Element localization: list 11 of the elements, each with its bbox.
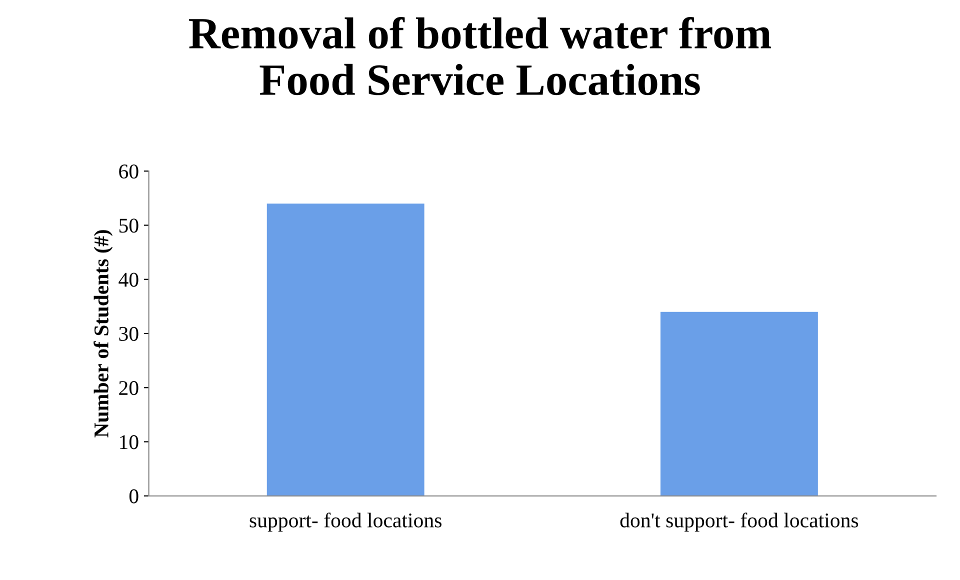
y-tick-label: 10 (120, 435, 138, 450)
y-tick-label: 50 (119, 218, 138, 233)
x-tick-label: support- food locations (250, 512, 442, 532)
chart-title: Removal of bottled water from Food Service Locations (189, 16, 771, 96)
y-axis-title: Number of Students (#) (94, 230, 113, 438)
y-tick-label: 30 (119, 326, 138, 341)
y-tick-label: 0 (129, 489, 138, 504)
y-tick-label: 60 (119, 164, 138, 179)
x-tick-label: don't support- food locations (620, 512, 858, 532)
y-tick-label: 20 (119, 381, 138, 396)
y-tick-label: 40 (118, 272, 138, 287)
